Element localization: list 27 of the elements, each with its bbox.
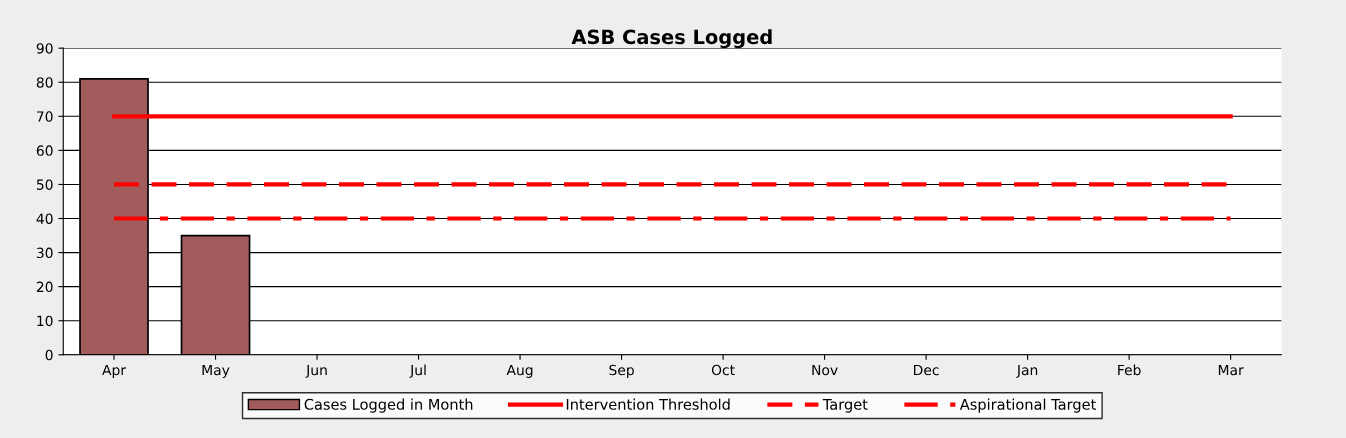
y-tick-label: 60 — [36, 145, 53, 156]
chart-title: ASB Cases Logged — [571, 29, 772, 49]
y-tick-label: 40 — [36, 213, 53, 224]
y-tick-label: 10 — [37, 315, 53, 327]
y-tick-label: 50 — [36, 179, 53, 190]
x-tick-label: Oct — [711, 364, 735, 376]
x-tick-label: Jun — [305, 364, 327, 378]
x-tick-label: Feb — [1118, 364, 1141, 376]
x-tick-label: Sep — [609, 364, 634, 378]
y-tick-label: 70 — [37, 111, 53, 122]
y-tick-label: 20 — [36, 281, 53, 293]
legend-label: Intervention Threshold — [566, 398, 730, 410]
y-tick-label: 80 — [36, 77, 53, 88]
legend-label: Aspirational Target — [959, 398, 1096, 413]
legend-label: Target — [822, 399, 868, 413]
y-tick-label: 0 — [45, 349, 53, 361]
y-tick-label: 90 — [36, 43, 53, 54]
y-tick-label: 30 — [36, 247, 53, 259]
x-tick-label: Mar — [1218, 364, 1244, 376]
x-tick-label: Jan — [1016, 364, 1038, 378]
x-tick-label: Nov — [812, 364, 838, 376]
x-tick-label: Dec — [914, 364, 939, 376]
x-tick-label: Jul — [409, 364, 426, 378]
x-tick-label: May — [202, 364, 230, 378]
x-tick-label: Apr — [102, 364, 127, 378]
x-tick-label: Aug — [506, 364, 533, 378]
legend-label: Cases Logged in Month — [304, 398, 473, 413]
